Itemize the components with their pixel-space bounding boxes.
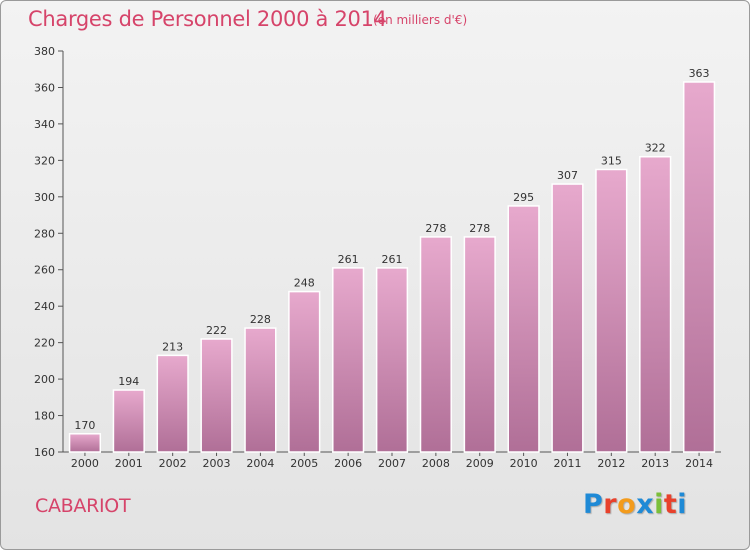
y-tick-label: 200 xyxy=(34,373,55,386)
x-tick-label: 2002 xyxy=(159,457,187,470)
x-tick-label: 2003 xyxy=(203,457,231,470)
bar-value-label: 261 xyxy=(338,253,359,266)
y-tick-label: 300 xyxy=(34,191,55,204)
bar-value-label: 278 xyxy=(469,222,490,235)
bar-2008 xyxy=(419,236,452,453)
bar-2011 xyxy=(551,183,584,453)
place-name: CABARIOT xyxy=(35,495,131,517)
x-tick-label: 2004 xyxy=(246,457,274,470)
bar-2000 xyxy=(68,433,102,453)
bar-value-label: 222 xyxy=(206,324,227,337)
x-tick-label: 2005 xyxy=(290,457,318,470)
bar-value-label: 170 xyxy=(74,419,95,432)
x-tick-label: 2000 xyxy=(71,457,99,470)
y-tick-label: 180 xyxy=(34,410,55,423)
bar-value-label: 278 xyxy=(425,222,446,235)
bars: 170 194 213 222 228 248 261 261 278 278 295 307 315 3… xyxy=(68,67,716,453)
bar-value-label: 315 xyxy=(601,154,622,167)
bar-value-label: 261 xyxy=(382,253,403,266)
bar-value-label: 322 xyxy=(645,142,666,155)
y-tick-label: 240 xyxy=(34,300,55,313)
bar-2007 xyxy=(375,267,409,453)
x-tick-label: 2010 xyxy=(510,457,538,470)
brand-logo: Proxiti xyxy=(583,489,688,520)
bar-value-label: 228 xyxy=(250,313,271,326)
bar-2003 xyxy=(200,338,233,453)
x-tick-label: 2001 xyxy=(115,457,143,470)
bar-value-label: 194 xyxy=(118,375,139,388)
bar-2004 xyxy=(244,327,277,453)
y-tick-label: 280 xyxy=(34,227,55,240)
bar-value-label: 307 xyxy=(557,169,578,182)
bar-value-label: 295 xyxy=(513,191,534,204)
bar-2006 xyxy=(332,267,365,453)
axes: 160 180 200 220 240 260 280 300 320 340 360 380 2000… xyxy=(34,45,721,470)
bar-value-label: 248 xyxy=(294,277,315,290)
x-tick-label: 2012 xyxy=(597,457,625,470)
chart-title: Charges de Personnel 2000 à 2014 xyxy=(28,7,387,31)
y-tick-label: 380 xyxy=(34,45,55,58)
y-tick-label: 260 xyxy=(34,264,55,277)
bar-2013 xyxy=(639,155,672,453)
y-tick-label: 360 xyxy=(34,81,55,94)
bar-2009 xyxy=(463,236,496,453)
x-tick-label: 2014 xyxy=(685,457,713,470)
y-tick-label: 220 xyxy=(34,337,55,350)
x-tick-label: 2006 xyxy=(334,457,362,470)
chart-subtitle: (en milliers d'€) xyxy=(373,13,468,27)
bar-value-label: 363 xyxy=(689,67,710,80)
y-tick-label: 340 xyxy=(34,118,55,131)
x-tick-label: 2013 xyxy=(641,457,669,470)
bar-2002 xyxy=(156,354,189,453)
x-tick-label: 2007 xyxy=(378,457,406,470)
x-tick-label: 2011 xyxy=(553,457,581,470)
bar-value-label: 213 xyxy=(162,340,183,353)
y-tick-label: 160 xyxy=(34,446,55,459)
bar-2010 xyxy=(507,205,540,453)
bar-2012 xyxy=(595,168,628,453)
bar-2005 xyxy=(288,290,321,453)
bar-2001 xyxy=(112,389,145,453)
bar-2014 xyxy=(682,81,716,453)
x-tick-label: 2009 xyxy=(466,457,494,470)
y-tick-label: 320 xyxy=(34,154,55,167)
x-tick-label: 2008 xyxy=(422,457,450,470)
